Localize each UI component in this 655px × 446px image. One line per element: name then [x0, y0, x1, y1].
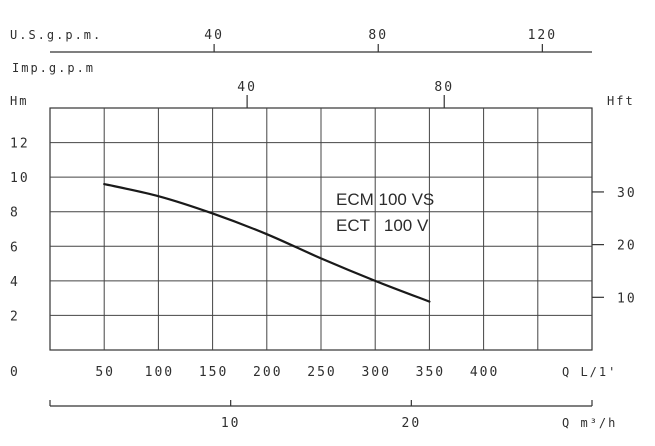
x-axis-ticks: 50 100 150 200 250 300 350 400 [95, 365, 499, 380]
x-axis-title: Q L/1' [562, 365, 617, 379]
impgpm-ticks: 40 80 [237, 80, 454, 108]
y-tick-label: 6 [10, 240, 20, 255]
grid [50, 108, 592, 350]
usgpm-tick-label: 120 [528, 28, 557, 43]
y-axis-title: Hm [10, 94, 28, 108]
model-label-1: ECM 100 VS [336, 190, 434, 209]
series-layer [103, 182, 431, 303]
usgpm-ticks: 40 80 120 [204, 28, 557, 52]
x-tick-label: 50 [95, 365, 115, 380]
qm3h-tick-label: 10 [221, 416, 241, 431]
model-label-2: ECT 100 V [336, 216, 429, 235]
y-axis-ticks: 0 2 4 6 8 10 12 [10, 137, 30, 380]
x-tick-label: 200 [253, 365, 282, 380]
impgpm-tick-label: 40 [237, 80, 257, 95]
y-tick-label: 10 [10, 171, 30, 186]
hft-tick-label: 20 [617, 239, 637, 254]
y-tick-label: 0 [10, 365, 20, 380]
x-tick-label: 350 [416, 365, 445, 380]
hft-axis-ticks: 30 20 10 [592, 186, 637, 306]
impgpm-tick-label: 80 [434, 80, 454, 95]
hft-tick-label: 10 [617, 291, 637, 306]
right-axis-title: Hft [607, 94, 635, 108]
usgpm-tick-label: 40 [204, 28, 224, 43]
y-tick-label: 2 [10, 309, 20, 324]
y-tick-label: 4 [10, 275, 20, 290]
x-tick-label: 250 [307, 365, 336, 380]
y-tick-label: 12 [10, 137, 30, 152]
qm3h-axis-label: Q m³/h [562, 416, 617, 430]
y-tick-label: 8 [10, 206, 20, 221]
qm3h-tick-label: 20 [402, 416, 422, 431]
x-tick-label: 100 [145, 365, 174, 380]
x-tick-label: 300 [361, 365, 390, 380]
usgpm-tick-label: 80 [368, 28, 388, 43]
x-tick-label: 150 [199, 365, 228, 380]
qm3h-ticks: 10 20 [49, 400, 593, 431]
hft-tick-label: 30 [617, 186, 637, 201]
x-tick-label: 400 [470, 365, 499, 380]
impgpm-axis-label: Imp.g.p.m [12, 61, 95, 75]
usgpm-axis-label: U.S.g.p.m. [10, 28, 102, 42]
